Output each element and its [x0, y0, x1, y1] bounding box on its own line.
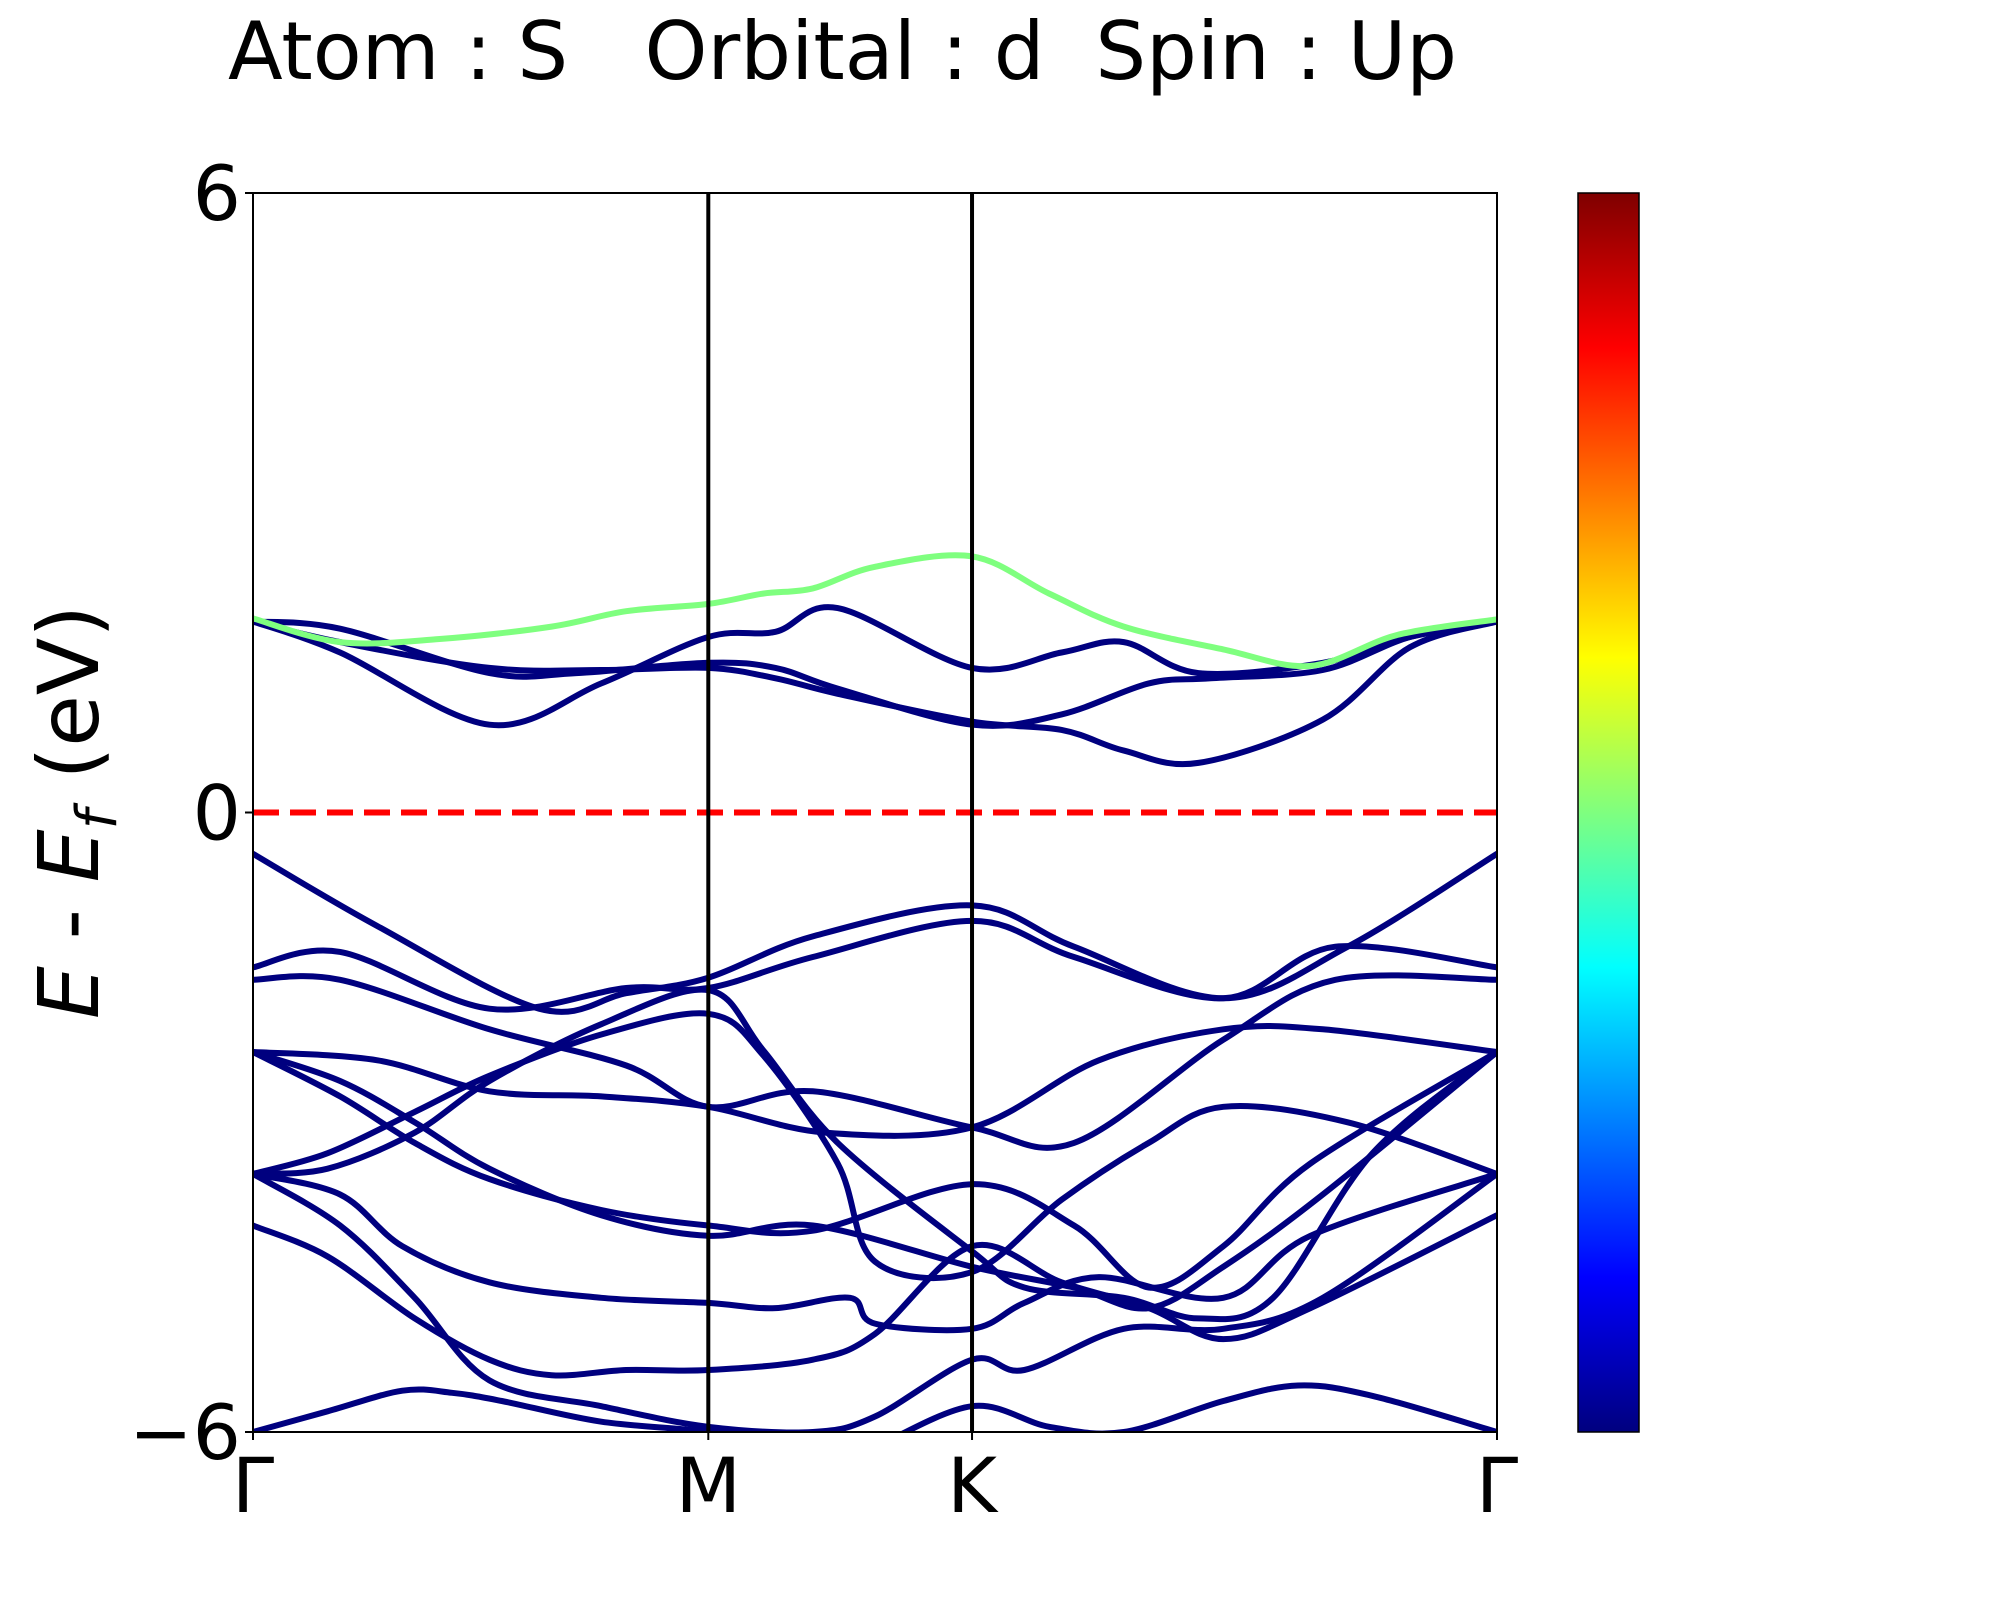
- y-ticks-group: 6 0 −6: [129, 149, 253, 1477]
- y-tick-label-0: 6: [193, 149, 241, 238]
- x-tick-label-1: M: [676, 1441, 742, 1530]
- y-axis-label: E - Ef (eV): [20, 605, 130, 1019]
- y-label-e: E: [20, 966, 118, 1019]
- x-tick-label-3: Γ: [1476, 1441, 1518, 1530]
- band-line-8: [253, 986, 1497, 1323]
- y-label-subscript: f: [65, 802, 130, 829]
- band-line-4: [253, 850, 1497, 1015]
- band-line-15: [253, 1386, 726, 1432]
- band-line-16: [899, 1382, 1497, 1432]
- x-tick-label-0: Γ: [232, 1441, 274, 1530]
- y-label-dash: -: [20, 882, 118, 966]
- band-line-12: [253, 1170, 1497, 1334]
- band-line-11: [253, 1049, 1497, 1312]
- bands-group: [253, 552, 1497, 1432]
- chart-title: Atom : S Orbital : d Spin : Up: [228, 5, 1457, 98]
- band-line-1: [253, 618, 1497, 768]
- y-label-ef: E: [20, 829, 118, 882]
- band-line-13: [253, 1212, 1497, 1379]
- x-tick-label-2: K: [947, 1441, 999, 1530]
- kpoint-lines-group: [706, 193, 975, 1432]
- y-label-unit: (eV): [20, 605, 118, 780]
- y-tick-label-1: 0: [193, 769, 241, 858]
- band-line-10: [253, 1049, 1497, 1291]
- band-line-14: [253, 1170, 1497, 1432]
- band-line-9: [253, 1010, 1497, 1281]
- band-line-3: [253, 552, 1497, 670]
- band-line-5: [253, 917, 1497, 1013]
- band-line-6: [253, 972, 1497, 1151]
- colorbar: [1577, 192, 1640, 1433]
- y-tick-label-2: −6: [129, 1388, 241, 1477]
